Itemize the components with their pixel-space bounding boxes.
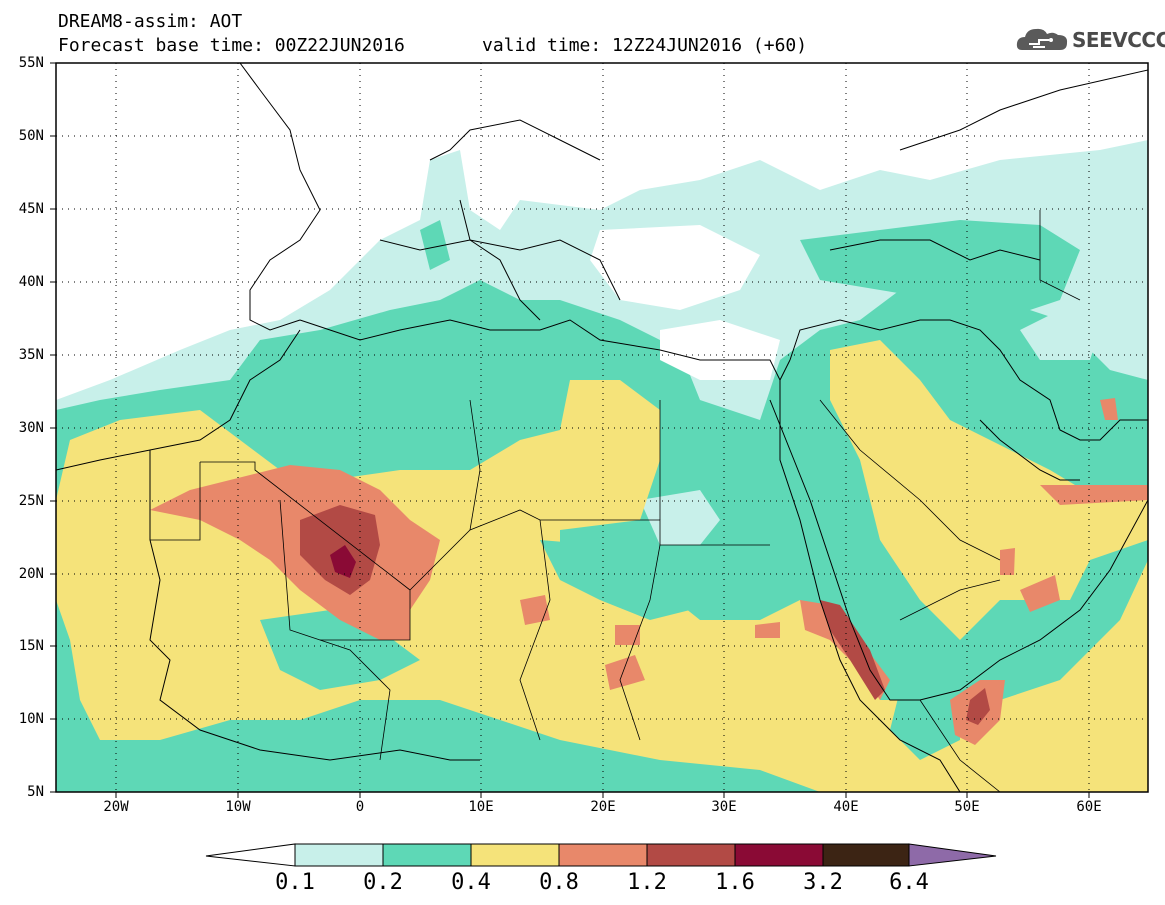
lon-label: 10E (468, 799, 494, 815)
valid-time: valid time: 12Z24JUN2016 (+60) (482, 35, 808, 56)
lat-label: 10N (18, 711, 44, 727)
colorbar-bin (294, 843, 384, 867)
aot-band-0.2 (800, 220, 1080, 320)
colorbar-bin (734, 843, 824, 867)
map-title: DREAM8-assim: AOT (58, 11, 243, 32)
lat-label: 30N (18, 420, 44, 436)
lon-label: 20E (590, 799, 616, 815)
lat-label: 55N (18, 55, 44, 71)
colorbar-under-arrow (205, 843, 296, 867)
lat-label: 35N (18, 347, 44, 363)
aot-field (56, 63, 1148, 792)
colorbar-label: 1.6 (715, 870, 755, 895)
colorbar-label: 3.2 (803, 870, 843, 895)
graticule (56, 63, 1148, 792)
lat-label: 25N (18, 493, 44, 509)
colorbar (205, 843, 997, 867)
colorbar-label: 1.2 (627, 870, 667, 895)
coastlines (56, 63, 1148, 792)
axis-ticks (50, 62, 1090, 798)
aot-band-0.8 (150, 465, 440, 640)
lon-label: 40E (833, 799, 859, 815)
lat-label: 45N (18, 201, 44, 217)
lon-label: 10W (225, 799, 251, 815)
forecast-base-time: Forecast base time: 00Z22JUN2016 (58, 35, 405, 56)
colorbar-bin (470, 843, 560, 867)
colorbar-bin (382, 843, 472, 867)
lon-label: 50E (954, 799, 980, 815)
aot-band-0.4 (830, 340, 1148, 640)
colorbar-bin (822, 843, 910, 867)
aot-band-1.6 (330, 545, 356, 578)
colorbar-bin (646, 843, 736, 867)
colorbar-label: 0.2 (363, 870, 403, 895)
colorbar-label: 0.4 (451, 870, 491, 895)
seevccc-logo: SEEVCCC (1016, 22, 1165, 58)
lat-label: 20N (18, 566, 44, 582)
colorbar-over-arrow (908, 843, 997, 867)
lat-label: 15N (18, 638, 44, 654)
colorbar-label: 6.4 (889, 870, 929, 895)
lon-label: 20W (103, 799, 129, 815)
colorbar-label: 0.8 (539, 870, 579, 895)
lat-label: 50N (18, 128, 44, 144)
lat-label: 40N (18, 274, 44, 290)
lon-label: 0 (355, 799, 365, 815)
lon-label: 30E (711, 799, 737, 815)
borders (150, 210, 1081, 792)
cloud-icon (1016, 28, 1068, 50)
colorbar-label: 0.1 (275, 870, 315, 895)
lat-label: 5N (27, 784, 44, 800)
lon-label: 60E (1076, 799, 1102, 815)
colorbar-bin (558, 843, 648, 867)
logo-text: SEEVCCC (1072, 28, 1165, 52)
aot-band-0.2 (420, 220, 450, 270)
